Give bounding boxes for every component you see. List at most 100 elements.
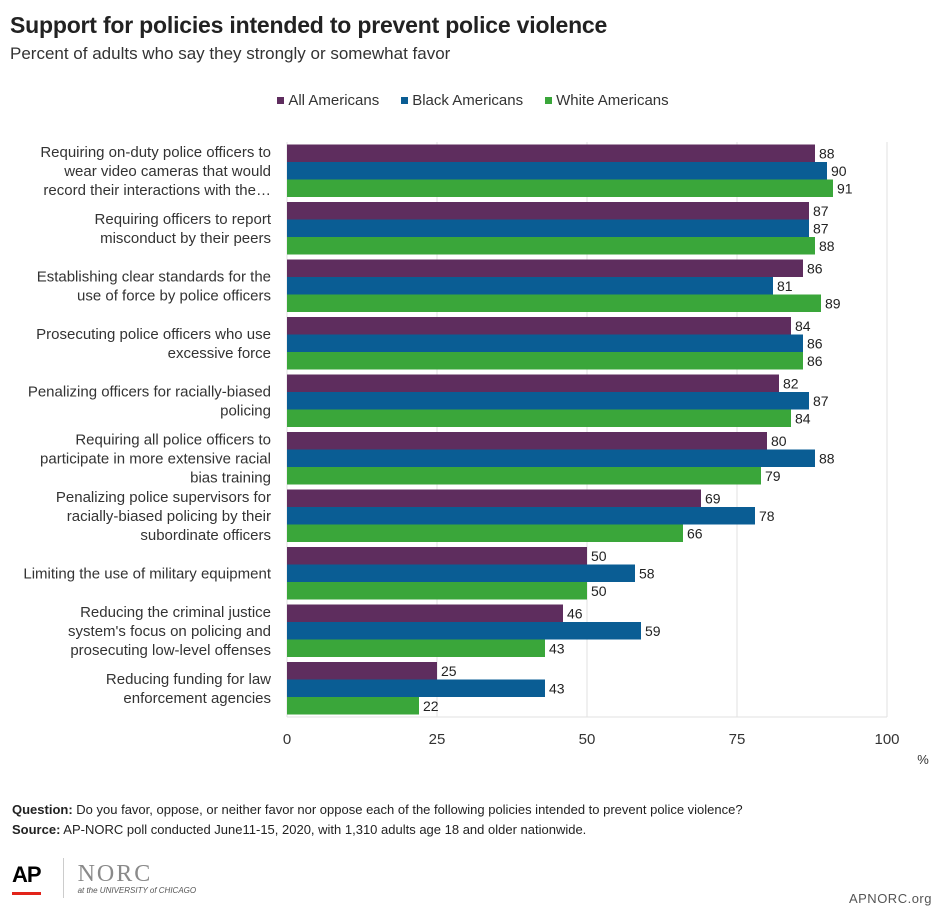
bar bbox=[287, 179, 833, 197]
data-label: 87 bbox=[813, 203, 829, 219]
bar bbox=[287, 352, 803, 370]
bar bbox=[287, 547, 587, 565]
x-tick-label: 25 bbox=[429, 731, 446, 748]
data-label: 89 bbox=[825, 295, 841, 311]
bar bbox=[287, 334, 803, 352]
category-label-line: racially-biased policing by their bbox=[67, 508, 271, 525]
category-label-line: Requiring all police officers to bbox=[75, 431, 271, 448]
data-label: 91 bbox=[837, 180, 853, 196]
ap-logo: AP bbox=[12, 862, 42, 895]
category-label: Prosecuting police officers who use exces… bbox=[36, 326, 271, 362]
bar bbox=[287, 449, 815, 467]
category-label-line: use of force by police officers bbox=[77, 287, 271, 304]
data-label: 81 bbox=[777, 278, 793, 294]
legend-swatch bbox=[545, 97, 553, 104]
category-label-line: wear video cameras that would bbox=[63, 163, 271, 180]
category-label-line: policing bbox=[220, 402, 271, 419]
footer: Question: Do you favor, oppose, or neith… bbox=[12, 800, 743, 840]
bar bbox=[287, 294, 821, 312]
bar bbox=[287, 697, 419, 715]
bar bbox=[287, 622, 641, 640]
bar bbox=[287, 144, 815, 162]
category-label-line: Penalizing police supervisors for bbox=[56, 489, 271, 506]
data-label: 82 bbox=[783, 375, 799, 391]
source-note: Source: AP-NORC poll conducted June11-15… bbox=[12, 820, 743, 840]
data-label: 87 bbox=[813, 220, 829, 236]
chart-subtitle: Percent of adults who say they strongly … bbox=[10, 44, 451, 63]
data-label: 50 bbox=[591, 548, 607, 564]
category-label: Penalizing officers for racially-biased p… bbox=[28, 383, 271, 419]
data-label: 43 bbox=[549, 640, 565, 656]
logos: AP NORC at the UNIVERSITY of CHICAGO bbox=[12, 858, 196, 898]
category-label-line: Prosecuting police officers who use bbox=[36, 326, 271, 343]
category-label-line: Requiring officers to report bbox=[95, 211, 272, 228]
data-label: 78 bbox=[759, 508, 775, 524]
data-label: 46 bbox=[567, 605, 583, 621]
bar bbox=[287, 524, 683, 542]
data-label: 86 bbox=[807, 335, 823, 351]
data-label: 58 bbox=[639, 565, 655, 581]
bar bbox=[287, 582, 587, 600]
x-tick-label: 50 bbox=[579, 731, 596, 748]
data-label: 86 bbox=[807, 260, 823, 276]
category-label-line: prosecuting low-level offenses bbox=[70, 642, 271, 659]
bar bbox=[287, 237, 815, 255]
question-label: Question: bbox=[12, 802, 73, 817]
data-label: 79 bbox=[765, 468, 781, 484]
legend-label: White Americans bbox=[556, 92, 669, 109]
bar bbox=[287, 392, 809, 410]
legend-item-1: Black Americans bbox=[401, 92, 523, 109]
logo-divider bbox=[62, 858, 64, 898]
category-label: Requiring all police officers to particip… bbox=[40, 431, 271, 486]
bar bbox=[287, 202, 809, 220]
category-label-line: enforcement agencies bbox=[123, 690, 271, 707]
category-label-line: system's focus on policing and bbox=[68, 623, 271, 640]
data-label: 80 bbox=[771, 433, 787, 449]
bar bbox=[287, 317, 791, 335]
bar bbox=[287, 219, 809, 237]
category-label: Establishing clear standards for the use … bbox=[37, 268, 271, 304]
data-label: 86 bbox=[807, 353, 823, 369]
category-label-line: record their interactions with the… bbox=[43, 182, 271, 199]
category-label: Requiring officers to report misconduct b… bbox=[95, 211, 272, 247]
category-label-line: bias training bbox=[190, 469, 271, 486]
bar bbox=[287, 467, 761, 485]
bar bbox=[287, 162, 827, 180]
legend-item-2: White Americans bbox=[545, 92, 669, 109]
bar bbox=[287, 432, 767, 450]
norc-subtitle: at the UNIVERSITY of CHICAGO bbox=[77, 886, 197, 895]
category-label-line: Penalizing officers for racially-biased bbox=[28, 383, 271, 400]
data-label: 88 bbox=[819, 145, 835, 161]
data-label: 25 bbox=[441, 663, 457, 679]
bar bbox=[287, 564, 635, 582]
bar bbox=[287, 679, 545, 697]
data-label: 88 bbox=[819, 450, 835, 466]
x-tick-label: 100 bbox=[874, 731, 899, 748]
category-label-line: participate in more extensive racial bbox=[40, 450, 271, 467]
data-label: 84 bbox=[795, 318, 811, 334]
bar bbox=[287, 374, 779, 392]
norc-wordmark: NORC bbox=[77, 861, 153, 887]
source-text: AP-NORC poll conducted June11-15, 2020, … bbox=[60, 822, 587, 837]
category-label-line: misconduct by their peers bbox=[100, 230, 271, 247]
category-label: Limiting the use of military equipment bbox=[23, 565, 271, 582]
data-label: 66 bbox=[687, 525, 703, 541]
data-label: 84 bbox=[795, 410, 811, 426]
site-url: APNORC.org bbox=[848, 891, 932, 906]
chart-title: Support for policies intended to prevent… bbox=[10, 12, 608, 38]
legend-label: All Americans bbox=[288, 92, 380, 109]
data-label: 87 bbox=[813, 393, 829, 409]
category-label-line: subordinate officers bbox=[140, 527, 271, 544]
category-label: Penalizing police supervisors for raciall… bbox=[56, 489, 271, 544]
legend-item-0: All Americans bbox=[277, 92, 379, 109]
data-label: 69 bbox=[705, 490, 721, 506]
category-label: Reducing the criminal justice system's fo… bbox=[68, 604, 271, 659]
data-label: 50 bbox=[591, 583, 607, 599]
source-label: Source: bbox=[12, 822, 61, 837]
x-tick-label: 75 bbox=[729, 731, 746, 748]
bar bbox=[287, 489, 701, 507]
category-label: Requiring on-duty police officers to wear… bbox=[40, 144, 271, 199]
category-label-line: Establishing clear standards for the bbox=[37, 268, 271, 285]
x-axis-label: % bbox=[917, 752, 929, 767]
